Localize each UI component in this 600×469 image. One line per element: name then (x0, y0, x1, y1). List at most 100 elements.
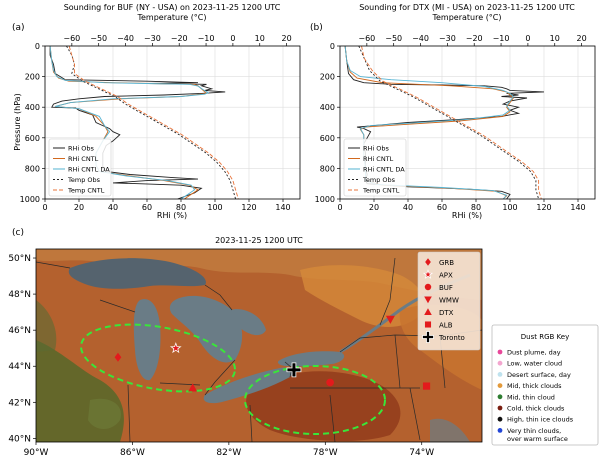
border-provinces (379, 257, 396, 326)
panel-b-label: (b) (310, 23, 323, 33)
y-tick-label: 200 (25, 73, 40, 82)
x2-tick-label: −40 (412, 34, 429, 43)
legend-box (343, 138, 407, 197)
panel-a-ylabel: Pressure (hPa) (13, 93, 22, 150)
x2-tick-label: −20 (466, 34, 483, 43)
station-legend-label: BUF (439, 284, 453, 292)
rgb-key-label: Desert surface, day (507, 371, 571, 379)
x-tick-label: 20 (74, 203, 84, 212)
panel-b-y-ticks: 0 200 400 600 800 1000 (315, 42, 340, 204)
panel-a-x2label: Temperature (°C) (136, 13, 206, 22)
x2-tick-label: −20 (171, 34, 188, 43)
legend-label: RHi Obs (363, 145, 390, 153)
x2-tick-label: 20 (576, 34, 586, 43)
rgb-key-dot (497, 394, 503, 400)
panel-a-legend: RHi Obs RHi CNTL RHi CNTL DA Temp Obs Temp C… (48, 138, 112, 197)
ellipse-michigan (79, 323, 237, 393)
map-stations (114, 315, 431, 392)
panel-b-x2label: Temperature (°C) (431, 13, 501, 22)
rgb-key-dot (497, 383, 503, 388)
legend-label: Temp CNTL (362, 187, 400, 195)
panel-a-label: (a) (12, 23, 25, 33)
legend-label: Temp Obs (67, 176, 101, 184)
legend-label: RHi CNTL DA (68, 166, 110, 174)
station-marker-apx (169, 342, 182, 354)
x-tick-label: 20 (369, 203, 379, 212)
rgb-key-label: High, thin ice clouds (507, 416, 574, 424)
map-lake-superior (68, 258, 206, 289)
lat-tick-label: 48°N (8, 290, 31, 300)
rgb-key-dot (497, 349, 503, 355)
x2-tick-label: −10 (493, 34, 510, 43)
y-tick-label: 0 (330, 42, 335, 51)
lon-tick-label: 74°W (409, 448, 434, 458)
rgb-key-dot (497, 416, 503, 422)
x-tick-label: 40 (108, 203, 118, 212)
y-tick-label: 1000 (20, 195, 40, 204)
legend-marker-toronto (422, 331, 434, 343)
map-highlight-ellipses (79, 323, 386, 435)
map-lake-huron (169, 295, 243, 363)
lat-tick-label: 44°N (8, 362, 31, 372)
y-tick-label: 600 (25, 134, 40, 143)
station-marker-wmw (385, 315, 395, 324)
legend-label: RHi Obs (68, 145, 95, 153)
sounding-panel-buf: Sounding for BUF (NY - USA) on 2023-11-2… (12, 3, 301, 220)
sounding-panel-dtx: Sounding for DTX (MI - USA) on 2023-11-2… (310, 3, 596, 220)
x2-tick-label: −30 (144, 34, 161, 43)
legend-marker-grb (425, 258, 431, 266)
x-tick-label: 120 (241, 203, 256, 212)
legend-label: Temp Obs (362, 176, 396, 184)
border-canada-us (36, 261, 482, 396)
map-lon-ticks: 90°W 86°W 82°W 78°W 74°W (24, 442, 434, 458)
station-marker-alb (422, 382, 431, 390)
lat-tick-label: 46°N (8, 326, 31, 336)
panel-b-title: Sounding for DTX (MI - USA) on 2023-11-2… (359, 3, 575, 12)
lon-tick-label: 82°W (216, 448, 241, 458)
rgb-key-label: Cold, thick clouds (507, 405, 565, 413)
panel-c-label: (c) (12, 228, 24, 238)
map-georgian-bay (230, 309, 266, 336)
panel-b-frame (339, 45, 596, 200)
station-marker-buf (326, 378, 334, 387)
rgb-key-label: over warm surface (507, 435, 568, 443)
x-tick-label: 0 (42, 203, 47, 212)
rgb-key-label: Dust plume, day (507, 349, 561, 357)
station-legend-box (417, 251, 481, 351)
rgb-key-dot (497, 372, 503, 377)
map-thick-cloud-ontario (300, 265, 424, 327)
x2-tick-label: 0 (230, 34, 235, 43)
panel-a-xlabel: RHi (%) (157, 211, 187, 220)
legend-marker-wmw (424, 296, 432, 304)
lon-tick-label: 86°W (120, 448, 145, 458)
legend-label: RHi CNTL (363, 155, 394, 163)
x-tick-label: 100 (502, 203, 517, 212)
x2-tick-label: 20 (281, 34, 291, 43)
x-tick-label: 80 (471, 203, 481, 212)
series-rhi-cntl-da (49, 46, 210, 199)
panel-c-title: 2023-11-25 1200 UTC (215, 236, 303, 245)
rgb-key-box (491, 324, 599, 446)
lon-tick-label: 90°W (24, 448, 49, 458)
station-legend-label: WMW (439, 297, 459, 305)
y-tick-label: 200 (320, 73, 335, 82)
map-lake-erie (203, 367, 294, 404)
rgb-key-dot (497, 428, 503, 433)
station-legend-label: APX (439, 272, 453, 280)
map-thin-cloud-patch (88, 398, 121, 429)
panel-a-frame (44, 45, 301, 200)
rgb-key-title: Dust RGB Key (521, 333, 569, 341)
series-rhi-obs (49, 46, 226, 199)
map-cold-cloud-south (246, 371, 401, 442)
station-legend-label: ALB (439, 322, 453, 330)
panel-a-series (49, 46, 239, 199)
x-tick-label: 40 (403, 203, 413, 212)
satellite-map-panel: (c) 2023-11-25 1200 UTC (8, 228, 599, 458)
legend-marker-apx (422, 269, 434, 279)
x2-tick-label: 10 (550, 34, 560, 43)
x-tick-label: 80 (176, 203, 186, 212)
y-tick-label: 400 (320, 103, 335, 112)
map-borders (36, 257, 482, 442)
legend-label: Temp CNTL (67, 187, 105, 195)
